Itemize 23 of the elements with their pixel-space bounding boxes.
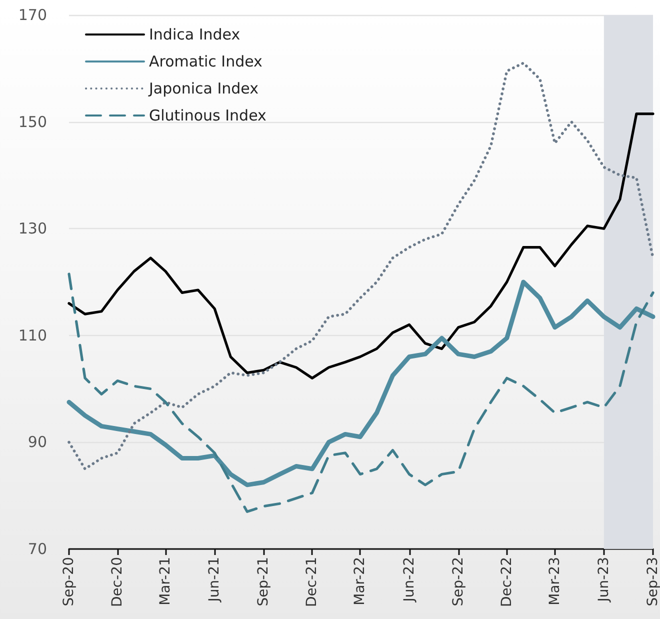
x-tick-label: Jun-22 [401,557,418,603]
legend-label: Aromatic Index [149,52,263,70]
legend-label: Glutinous Index [149,106,267,124]
x-tick-label: Mar-23 [546,557,563,606]
x-tick-label: Sep-21 [256,557,272,606]
y-tick-label: 110 [18,326,47,344]
x-tick-label: Sep-20 [61,557,77,606]
y-tick-label: 130 [18,220,47,238]
legend-label: Japonica Index [148,80,259,98]
x-tick-label: Sep-22 [450,557,466,606]
y-tick-label: 70 [28,540,47,558]
x-tick-label: Jun-23 [596,557,612,603]
x-tick-label: Dec-22 [498,557,515,607]
legend-label: Indica Index [149,26,240,44]
y-tick-label: 90 [28,433,47,452]
y-tick-label: 170 [18,6,47,24]
x-tick-label: Mar-22 [352,557,368,606]
x-tick-label: Mar-21 [158,557,174,606]
y-tick-label: 150 [18,112,47,131]
x-tick-label: Dec-21 [304,557,320,607]
x-tick-label: Sep-23 [645,557,660,606]
x-tick-label: Jun-21 [206,557,223,603]
x-tick-label: Dec-20 [110,557,126,607]
